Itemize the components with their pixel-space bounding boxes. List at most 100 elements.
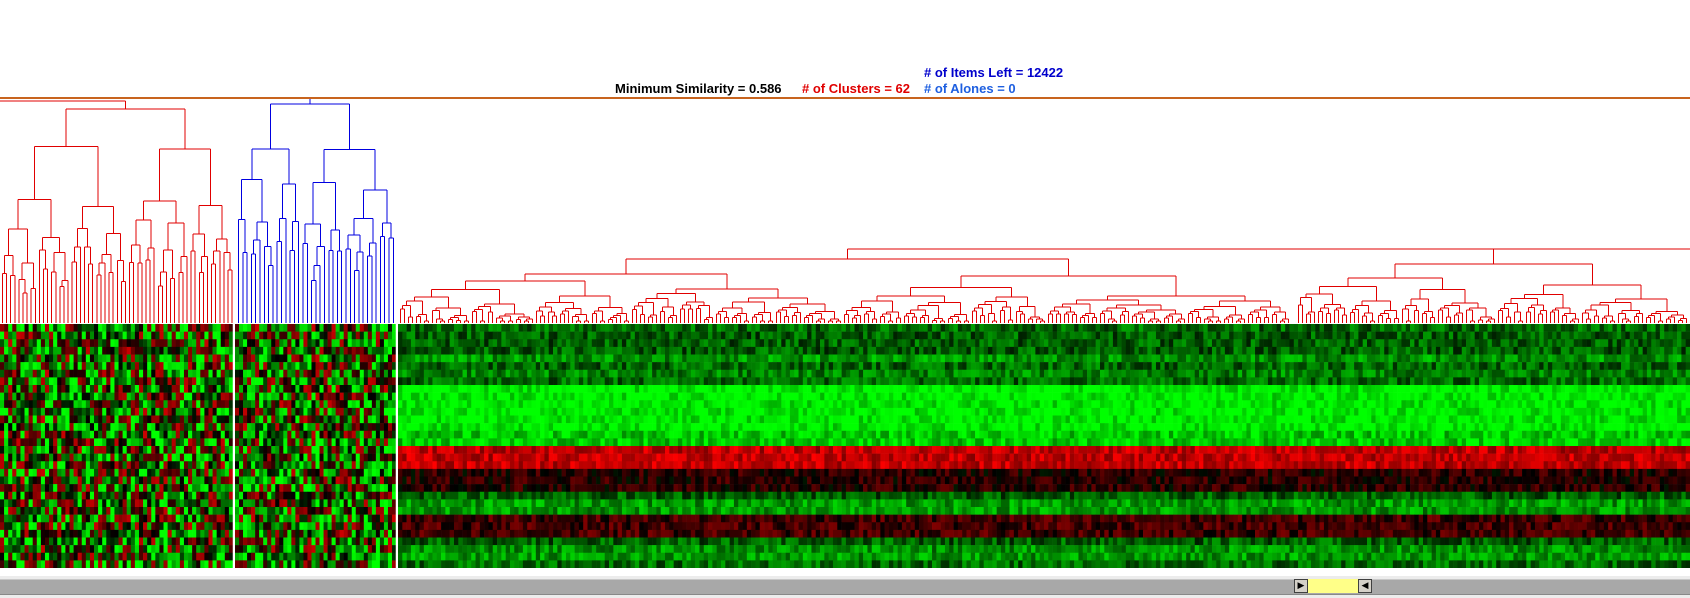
heatmap-cell xyxy=(208,537,213,546)
heatmap-cell xyxy=(89,362,95,371)
heatmap-cell xyxy=(379,522,385,531)
heatmap-cell xyxy=(263,468,268,477)
heatmap-cell xyxy=(126,339,132,348)
heatmap-cell xyxy=(518,339,524,348)
dendrogram[interactable] xyxy=(0,99,1690,324)
heatmap-cell xyxy=(98,423,103,432)
heatmap-cell xyxy=(85,362,91,371)
heatmap-cell xyxy=(216,446,222,454)
heatmap-cell xyxy=(1565,331,1570,340)
heatmap-cell xyxy=(299,339,304,348)
heatmap-cell xyxy=(143,560,148,568)
heatmap-cell xyxy=(871,331,877,340)
heatmap-cell xyxy=(126,331,132,340)
heatmap-cell xyxy=(24,461,29,470)
heatmap-cell xyxy=(1000,324,1006,332)
heatmap-cell xyxy=(224,560,230,568)
heatmap-cell xyxy=(175,446,181,454)
heatmap-cell xyxy=(367,415,373,424)
heatmap-cell xyxy=(303,507,308,515)
heatmap-cell xyxy=(212,522,217,531)
heatmap-cell xyxy=(175,415,181,424)
heatmap-cell xyxy=(192,507,197,515)
heatmap-cell xyxy=(299,529,304,538)
heatmap-cell xyxy=(423,339,429,348)
heatmap-cell xyxy=(379,560,385,568)
heatmap-cell xyxy=(1435,331,1441,340)
heatmap-cell xyxy=(106,377,111,386)
heatmap-cell xyxy=(114,537,119,546)
heatmap-cell xyxy=(355,484,361,493)
heatmap-cell xyxy=(359,407,365,416)
heatmap-cell xyxy=(283,491,288,500)
heatmap-cell xyxy=(122,400,128,409)
heatmap-cell xyxy=(263,339,268,348)
heatmap-cell xyxy=(279,377,284,386)
heatmap-cell xyxy=(962,324,967,332)
heatmap-cell xyxy=(28,339,33,348)
heatmap-cell xyxy=(85,499,91,508)
heatmap-cell xyxy=(36,400,42,409)
heatmap-cell xyxy=(220,545,226,554)
heatmap-cell xyxy=(243,385,248,393)
heatmap-cell xyxy=(85,468,91,477)
heatmap-cell xyxy=(263,346,268,355)
heatmap-cell xyxy=(291,423,296,432)
heatmap-cell xyxy=(263,377,268,386)
heatmap-cell xyxy=(259,446,264,454)
heatmap-cell xyxy=(171,499,177,508)
heatmap-cell xyxy=(118,552,123,561)
heatmap-cell xyxy=(163,400,168,409)
heatmap-cell xyxy=(239,529,244,538)
heatmap-cell xyxy=(49,453,54,462)
heatmap-cell xyxy=(295,484,300,493)
heatmap-cell xyxy=(65,369,70,378)
heatmap-cell xyxy=(1039,324,1045,332)
heatmap-cell xyxy=(247,499,252,508)
heatmap-cell xyxy=(299,346,304,355)
heatmap-cell xyxy=(375,468,381,477)
heatmap-cell xyxy=(243,324,248,332)
heatmap-cell xyxy=(239,507,244,515)
heatmap-cell xyxy=(130,529,136,538)
heatmap-cell xyxy=(1556,331,1562,340)
heatmap-cell xyxy=(36,385,42,393)
heatmap-cell xyxy=(171,438,177,447)
heatmap-cell xyxy=(147,392,152,401)
heatmap-cell xyxy=(81,514,87,523)
heatmap-cell xyxy=(4,514,9,523)
heatmap-cell xyxy=(179,499,185,508)
heatmap-cell xyxy=(279,369,284,378)
heatmap-cell xyxy=(331,476,336,485)
heatmap-cell xyxy=(138,453,144,462)
heatmap-cell xyxy=(94,430,99,439)
heatmap-cell xyxy=(192,446,197,454)
heatmap-cell xyxy=(347,514,353,523)
heatmap-cell xyxy=(331,346,336,355)
heatmap-cell xyxy=(4,423,9,432)
heatmap-cell xyxy=(267,339,272,348)
heatmap-cell xyxy=(118,415,123,424)
heatmap-cell xyxy=(163,507,168,515)
heatmap-cell xyxy=(311,446,316,454)
heatmap-cell xyxy=(1461,331,1467,340)
heatmap-cell xyxy=(351,369,357,378)
heatmap-cell xyxy=(410,324,416,332)
heatmap-cell xyxy=(263,453,268,462)
heatmap-cell xyxy=(387,453,393,462)
heatmap-cell xyxy=(275,529,280,538)
heatmap-cell xyxy=(24,438,29,447)
heatmap-cell xyxy=(243,354,248,363)
heatmap-cell xyxy=(387,438,393,447)
heatmap-cell xyxy=(1349,331,1355,340)
heatmap-cell xyxy=(315,346,320,355)
heatmap-cell xyxy=(331,339,336,348)
heatmap-cell xyxy=(65,560,70,568)
heatmap-cell xyxy=(220,407,226,416)
heatmap-cell xyxy=(1341,324,1346,332)
heatmap-cell xyxy=(315,484,320,493)
heatmap-cell xyxy=(243,362,248,371)
expression-heatmap[interactable] xyxy=(0,324,1690,568)
heatmap-cell xyxy=(171,331,177,340)
heatmap-cell xyxy=(212,491,217,500)
